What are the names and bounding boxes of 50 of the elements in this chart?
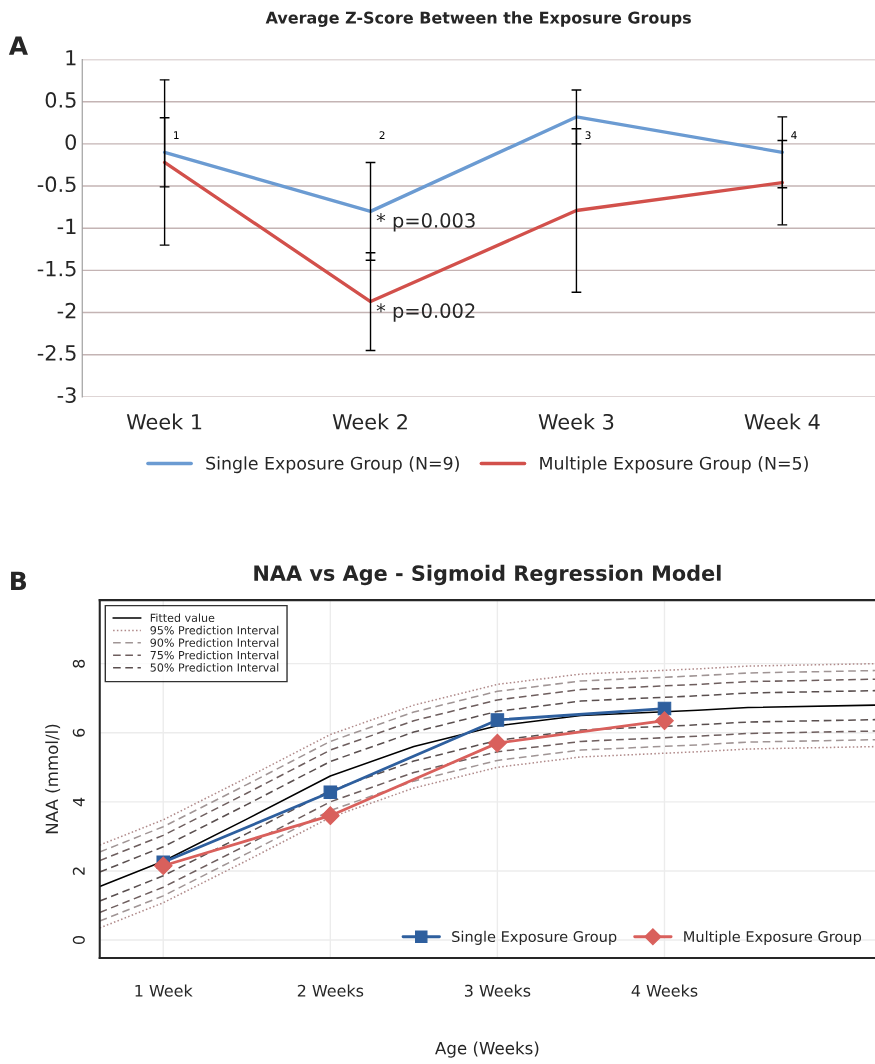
point	[490, 713, 505, 727]
x-tick-label: 2 Weeks	[297, 984, 364, 997]
legend-label: 50% Prediction Interval	[150, 663, 279, 672]
y-tick-label: -2.5	[37, 345, 76, 361]
x-tick-label: Week 4	[744, 413, 820, 430]
x-tick-label: Week 3	[538, 413, 614, 430]
x-tick-label: 4 Weeks	[631, 984, 698, 997]
y-tick-label: 1	[66, 50, 76, 66]
annotation: * p=0.002	[376, 303, 475, 322]
y-tick-label: 0.5	[45, 92, 76, 108]
x-tick-label: 3 Weeks	[464, 984, 531, 997]
y-tick-label: -1	[57, 218, 76, 234]
y-tick-label: 0	[65, 134, 77, 150]
legend-label: Multiple Exposure Group	[684, 930, 862, 945]
chart-title: NAA vs Age - Sigmoid Regression Model	[254, 564, 721, 586]
legend-label: 75% Prediction Interval	[150, 650, 279, 660]
y-tick-label: 8	[72, 659, 85, 668]
legend-label: 90% Prediction Interval	[150, 638, 279, 647]
line-series	[162, 160, 785, 304]
x-tick-label: 1 Week	[135, 984, 193, 997]
x-tick-label: Week 2	[332, 413, 407, 430]
y-tick-label: -2	[57, 302, 76, 319]
annotation: 1	[174, 131, 179, 139]
text: A	[8, 36, 28, 55]
point	[488, 733, 507, 753]
y-tick-label: 4	[72, 797, 85, 807]
point	[320, 806, 340, 826]
annotation: 3	[585, 131, 591, 140]
point	[323, 785, 338, 799]
chart-title: Average Z-Score Between the Exposure Groups	[265, 11, 691, 27]
legend-label: Single Exposure Group	[452, 930, 617, 945]
point	[655, 711, 674, 731]
legend-label: Multiple Exposure Group (N=5)	[540, 456, 808, 474]
legend-label: 95% Prediction Interval	[150, 625, 279, 635]
y-tick-label: -1.5	[37, 260, 76, 277]
legend-label: Fitted value	[150, 613, 215, 623]
y-tick-label: -0.5	[37, 176, 76, 193]
y-axis-title: NAA (mmol/l)	[45, 724, 61, 834]
y-tick-label: -3	[57, 387, 76, 403]
point	[153, 856, 173, 876]
y-tick-label: 6	[72, 728, 85, 737]
annotation: 2	[379, 131, 385, 139]
x-axis-title: Age (Weeks)	[435, 1041, 539, 1058]
annotation: * p=0.003	[376, 213, 475, 232]
y-tick-label: 2	[72, 867, 85, 875]
legend-label: Single Exposure Group (N=9)	[206, 456, 459, 474]
x-tick-label: Week 1	[126, 413, 202, 430]
y-tick-label: 0	[72, 936, 85, 945]
text: B	[11, 571, 27, 590]
annotation: 4	[791, 131, 797, 139]
